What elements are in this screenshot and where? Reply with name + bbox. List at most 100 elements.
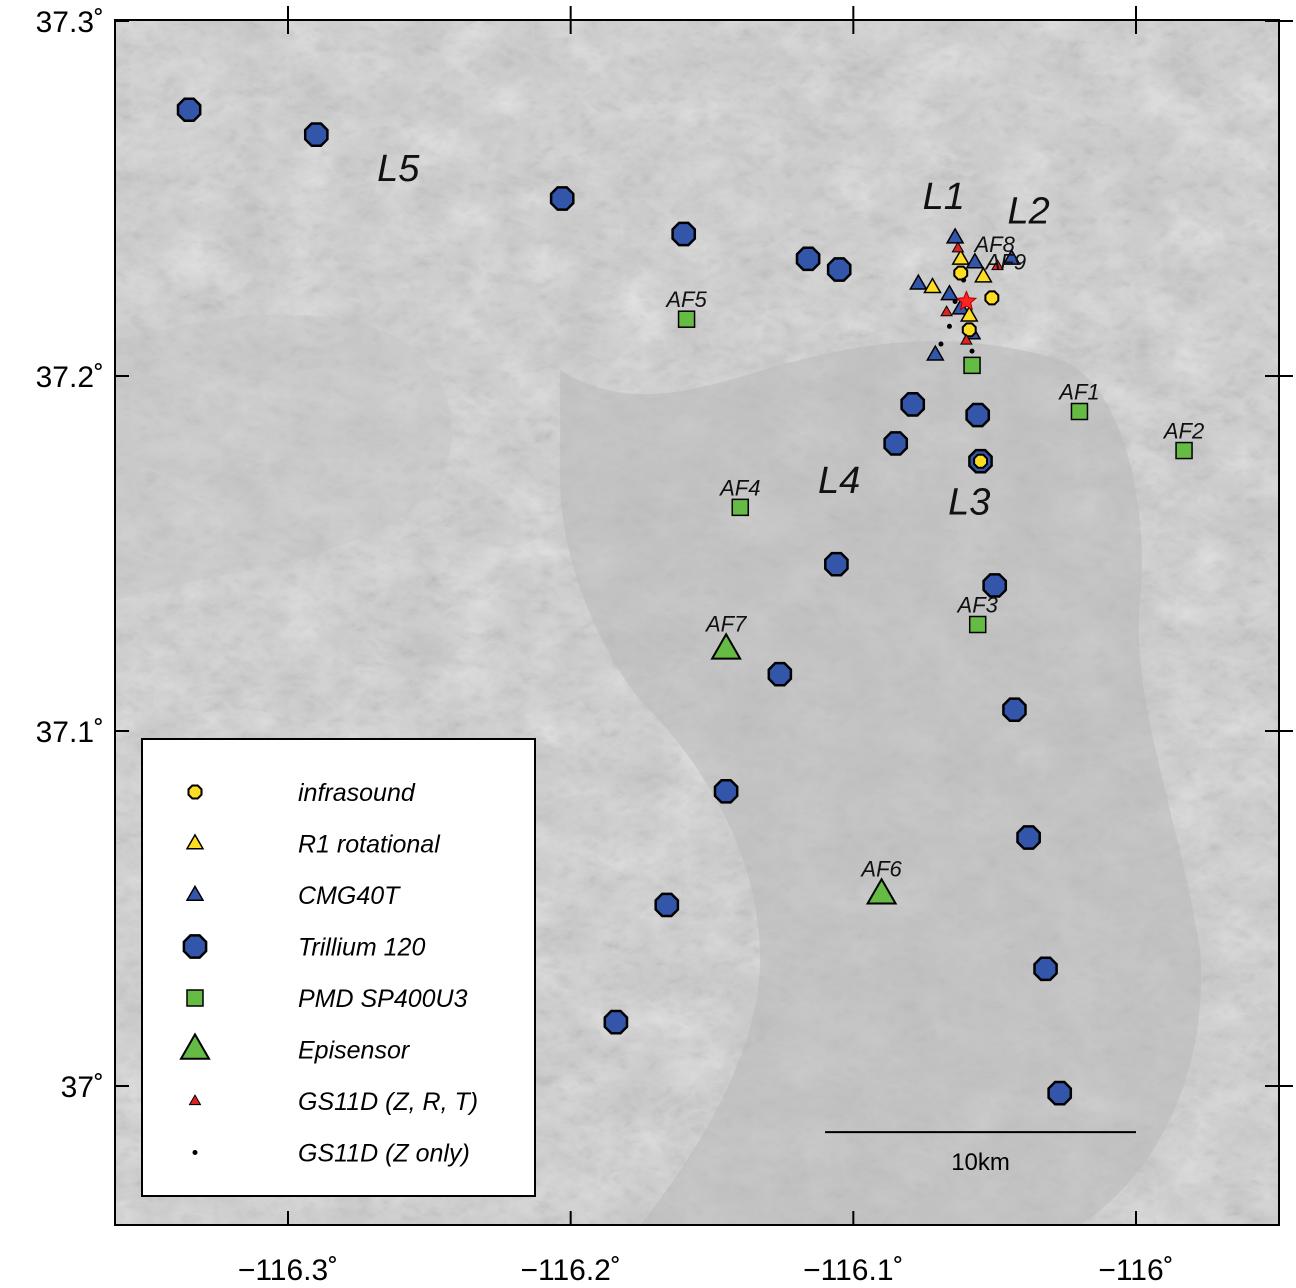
legend: infrasound R1 rotational CMG40T Trillium 12… [141, 738, 536, 1197]
cmg40t-station [909, 273, 928, 290]
legend-symbol-r1 [185, 833, 205, 850]
trillium-station [1033, 956, 1058, 982]
r1-rotational-station [951, 248, 971, 265]
gs11d-z-station [969, 348, 975, 354]
infrasound-station [984, 290, 1000, 306]
legend-label: PMD SP400U3 [298, 985, 468, 1013]
trillium-station [965, 402, 991, 428]
r1-rotational-station [959, 305, 979, 322]
episensor-station [710, 632, 742, 660]
legend-label: infrasound [298, 779, 416, 807]
pmd-station [677, 310, 696, 328]
region-label-l1: L1 [923, 176, 965, 218]
trillium-station [713, 779, 739, 804]
gs11d-z-station [961, 277, 967, 283]
station-label: AF4 [718, 475, 760, 500]
source-star-icon [955, 290, 978, 311]
y-tick-label: 37.1˚ [36, 716, 104, 749]
scale-bar-label: 10km [951, 1149, 1010, 1176]
station-label: AF9 [984, 250, 1026, 275]
legend-box [141, 738, 536, 1197]
trillium-station [767, 661, 793, 687]
gs11d-zrt-station [991, 259, 1004, 271]
region-label-l3: L3 [948, 481, 990, 523]
x-tick-label: −116.2˚ [520, 1254, 620, 1287]
station-label: AF3 [956, 593, 999, 618]
gs11d-z-station [946, 323, 952, 329]
pmd-station [731, 498, 750, 517]
northwest-flat [115, 314, 452, 600]
infrasound-station [973, 453, 988, 469]
trillium-station [654, 892, 680, 918]
infrasound-station [953, 265, 969, 281]
pmd-station [968, 615, 987, 634]
map-frame [114, 19, 1280, 1226]
trillium-station [303, 122, 329, 147]
gs11d-zrt-station [940, 305, 953, 317]
legend-symbol-cmg40t [185, 884, 205, 902]
scale-bar: 10km [825, 1131, 1136, 1176]
cmg40t-station [965, 252, 985, 269]
cmg40t-station [940, 284, 959, 301]
y-tick-label: 37˚ [61, 1071, 104, 1104]
region-label-l2: L2 [1007, 190, 1049, 232]
trillium-station [603, 1009, 629, 1035]
legend-label: R1 rotational [298, 831, 441, 859]
gs11d-z-station [952, 298, 958, 304]
x-tick-label: −116.3˚ [238, 1254, 338, 1287]
legend-symbol-infrasound [187, 784, 203, 800]
trillium-station [549, 186, 575, 211]
trillium-station [176, 97, 202, 123]
station-label: AF7 [704, 611, 747, 636]
x-tick-label: −116˚ [1098, 1254, 1173, 1287]
region-label-l4: L4 [818, 460, 860, 502]
legend-symbol-trillium [182, 934, 208, 959]
trillium-station [883, 431, 909, 456]
cmg40t-station [945, 227, 965, 244]
legend-label: GS11D (Z only) [298, 1140, 470, 1168]
cmg40t-station [1002, 248, 1021, 265]
station-label: AF5 [664, 287, 707, 312]
station-label: AF6 [859, 856, 902, 881]
trillium-station [982, 573, 1008, 598]
legend-symbol-episensor [179, 1032, 211, 1060]
x-tick-label: −116.1˚ [803, 1254, 903, 1287]
cmg40t-station [926, 344, 945, 361]
gs11d-zrt-station [951, 241, 965, 253]
trillium-station [826, 257, 852, 282]
episensor-station [865, 877, 898, 905]
y-tick-label: 37.3˚ [36, 6, 104, 39]
gs11d-zrt-station [960, 333, 973, 345]
station-label: AF2 [1162, 419, 1204, 444]
station-label: AF8 [972, 232, 1015, 257]
region-label-l5: L5 [377, 148, 420, 190]
infrasound-station [961, 322, 977, 338]
y-tick-label: 37.2˚ [36, 361, 104, 394]
pmd-station [963, 356, 981, 375]
trillium-station [900, 392, 926, 417]
pmd-station [1070, 402, 1089, 421]
trillium-station [824, 551, 849, 577]
r1-rotational-station [923, 277, 942, 294]
legend-label: Episensor [298, 1037, 411, 1065]
legend-label: GS11D (Z, R, T) [298, 1088, 478, 1116]
legend-label: CMG40T [298, 882, 401, 910]
trillium-station [1002, 697, 1027, 723]
r1-rotational-station [974, 266, 993, 283]
legend-symbol-gs11d-zrt [188, 1094, 202, 1106]
map-axes: −116.3˚ −116.2˚ −116.1˚ −116˚ 37.3˚ 37.2˚ 37.1… [36, 6, 1293, 1287]
gs11d-z-station [938, 341, 944, 347]
trillium-station [795, 246, 821, 272]
legend-symbol-gs11d-z [192, 1150, 198, 1155]
station-label: AF1 [1057, 380, 1099, 405]
legend-label: Trillium 120 [298, 934, 425, 962]
trillium-station [671, 221, 697, 247]
legend-symbol-pmd [186, 989, 204, 1007]
region-labels: L5 L1 L2 L4 L3 [377, 148, 1050, 524]
terrain-background [115, 20, 1279, 1225]
valley-floor [560, 341, 1202, 1225]
trillium-station [1016, 825, 1041, 850]
trillium-station [1047, 1080, 1073, 1106]
